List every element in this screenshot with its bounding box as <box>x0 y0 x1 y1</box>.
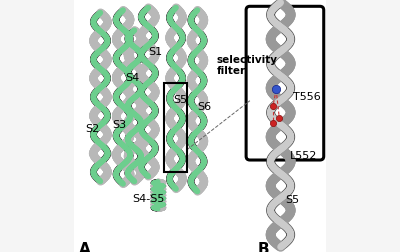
Text: S4-S5: S4-S5 <box>132 194 164 204</box>
Text: S4: S4 <box>126 73 140 83</box>
Bar <box>164 83 187 172</box>
Text: L552: L552 <box>290 151 317 161</box>
Text: selectivity
filter: selectivity filter <box>216 55 277 76</box>
Text: T556: T556 <box>293 92 321 102</box>
Text: S1: S1 <box>148 47 162 57</box>
Text: S5: S5 <box>286 195 300 205</box>
Text: S5: S5 <box>174 94 188 105</box>
Text: A: A <box>79 242 91 252</box>
Text: S2: S2 <box>85 123 100 134</box>
Text: S3: S3 <box>112 120 126 130</box>
Text: B: B <box>258 242 270 252</box>
FancyBboxPatch shape <box>246 6 324 160</box>
Text: S6: S6 <box>198 102 212 112</box>
